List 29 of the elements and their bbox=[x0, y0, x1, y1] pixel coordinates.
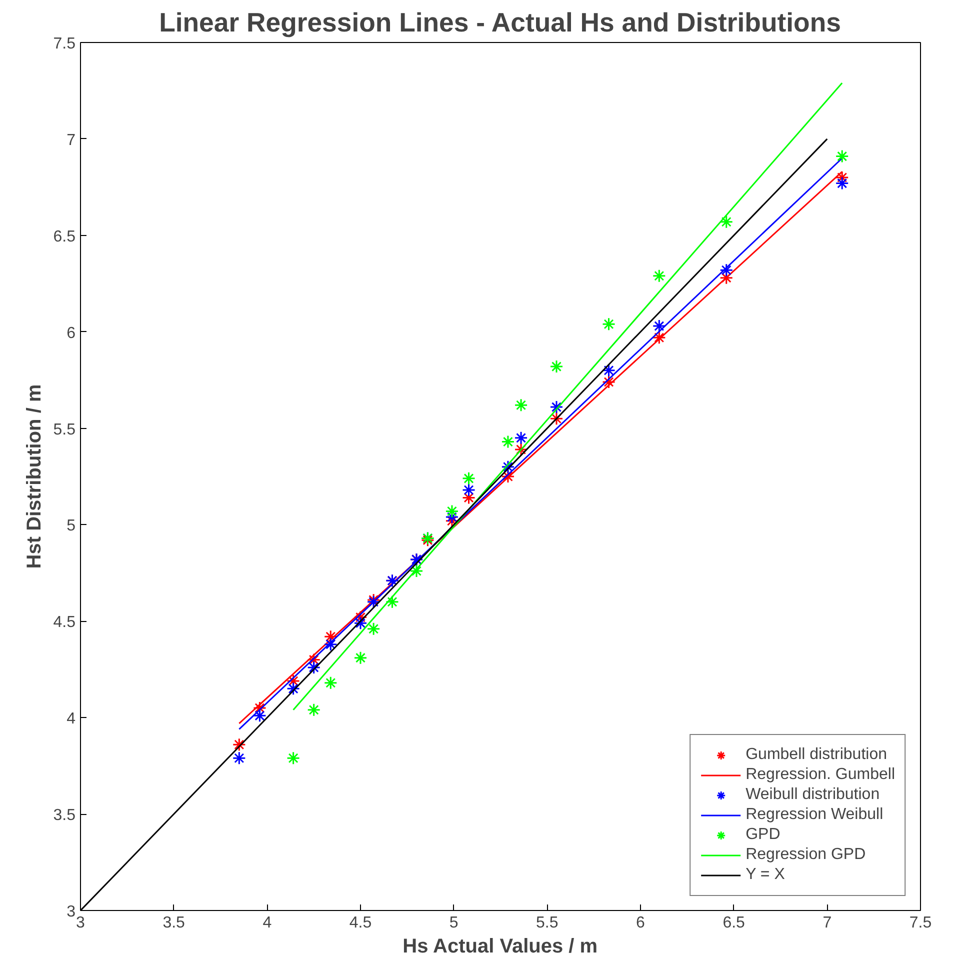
legend-label: GPD bbox=[746, 826, 780, 844]
legend-label: Regression Weibull bbox=[746, 806, 884, 824]
x-axis-title: Hs Actual Values / m bbox=[402, 936, 598, 958]
y-tick-label: 4.5 bbox=[53, 614, 76, 632]
legend-label: Y = X bbox=[746, 866, 785, 884]
y-tick-label: 3.5 bbox=[53, 807, 76, 824]
y-tick-label: 5.5 bbox=[53, 421, 76, 438]
legend-label: Weibull distribution bbox=[746, 786, 880, 804]
y-tick-label: 5 bbox=[66, 518, 76, 535]
legend-label: Regression. Gumbell bbox=[746, 766, 895, 784]
x-tick-label: 4.5 bbox=[349, 914, 372, 932]
x-tick-label: 6.5 bbox=[722, 914, 746, 932]
x-tick-label: 4 bbox=[262, 914, 272, 932]
y-tick-label: 6 bbox=[66, 324, 76, 342]
x-tick-label: 7.5 bbox=[909, 914, 932, 932]
y-tick-label: 4 bbox=[66, 710, 76, 728]
x-tick-label: 5.5 bbox=[536, 914, 558, 932]
y-axis-title: Hst Distribution / m bbox=[23, 384, 46, 569]
legend-label: Regression GPD bbox=[746, 846, 866, 864]
x-tick-label: 7 bbox=[822, 914, 832, 932]
y-tick-label: 7.5 bbox=[53, 36, 76, 52]
y-tick-label: 3 bbox=[66, 904, 76, 920]
x-tick-label: 3.5 bbox=[162, 914, 186, 932]
y-tick-label: 7 bbox=[66, 132, 76, 149]
x-tick-label: 5 bbox=[449, 914, 458, 932]
y-tick-label: 6.5 bbox=[53, 228, 76, 246]
chart-title: Linear Regression Lines - Actual Hs and Distributions bbox=[159, 8, 841, 38]
x-tick-label: 6 bbox=[636, 914, 646, 932]
legend-label: Gumbell distribution bbox=[746, 746, 887, 764]
